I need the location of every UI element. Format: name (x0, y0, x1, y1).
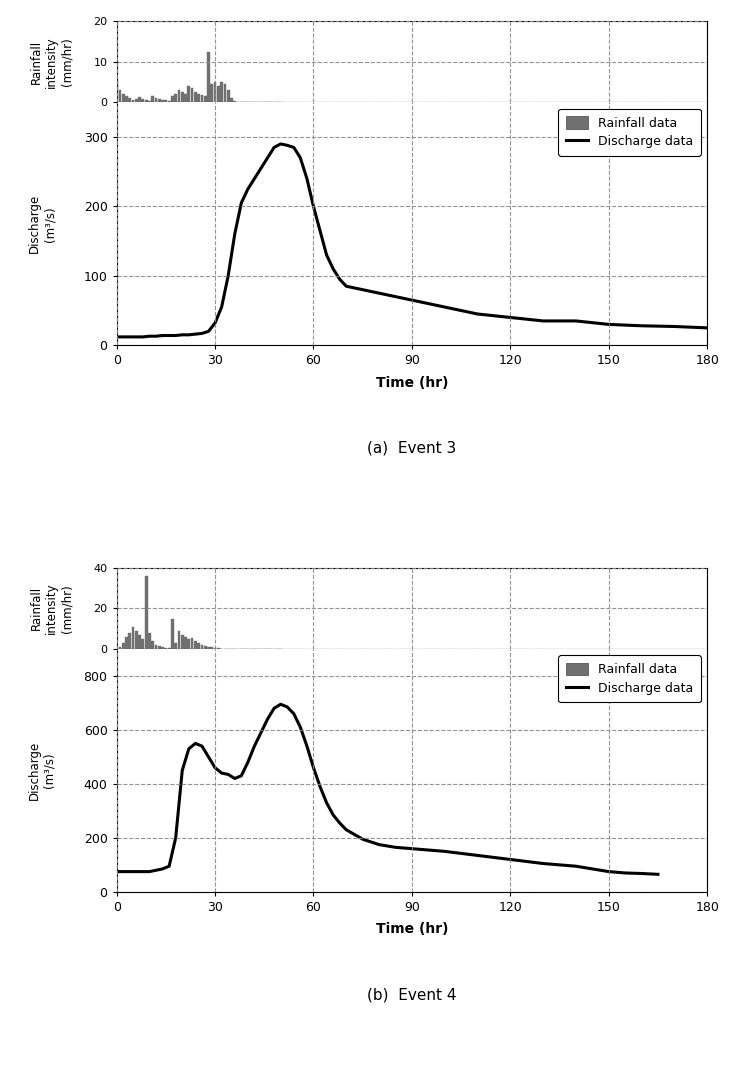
Bar (158, 99, 160, 102)
Text: (a)  Event 3: (a) Event 3 (367, 441, 456, 456)
Bar (132, 626, 134, 649)
Bar (187, 639, 190, 649)
Bar (148, 633, 151, 649)
Bar (191, 88, 193, 102)
Bar (214, 82, 217, 102)
Text: (b)  Event 4: (b) Event 4 (367, 987, 456, 1002)
Bar (200, 645, 203, 649)
Bar (141, 99, 144, 102)
Bar (125, 637, 128, 649)
Legend: Rainfall data, Discharge data: Rainfall data, Discharge data (558, 655, 701, 703)
Bar (152, 96, 154, 102)
Bar (198, 643, 200, 649)
Bar (155, 645, 157, 649)
Bar (125, 96, 128, 102)
Bar (128, 98, 131, 102)
Bar (194, 93, 197, 102)
Bar (220, 82, 223, 102)
Bar (145, 100, 147, 102)
Bar (158, 645, 160, 649)
Bar (161, 646, 164, 649)
Bar (224, 84, 226, 102)
Bar (122, 94, 125, 102)
Y-axis label: Rainfall
intensity
(mm/hr): Rainfall intensity (mm/hr) (31, 583, 74, 635)
Bar (171, 619, 174, 649)
Bar (191, 638, 193, 649)
Bar (181, 635, 184, 649)
Bar (184, 94, 187, 102)
Bar (178, 91, 180, 102)
Bar (132, 100, 134, 102)
X-axis label: Time (hr): Time (hr) (375, 922, 448, 936)
Bar (135, 99, 138, 102)
Bar (139, 635, 141, 649)
Bar (165, 100, 167, 102)
Bar (122, 643, 125, 649)
Bar (207, 52, 210, 102)
Bar (204, 96, 206, 102)
Bar (119, 91, 121, 102)
Bar (139, 97, 141, 102)
Bar (194, 641, 197, 649)
Y-axis label: Rainfall
intensity
(mm/hr): Rainfall intensity (mm/hr) (31, 36, 74, 87)
Bar (178, 630, 180, 649)
Y-axis label: Discharge
(m³/s): Discharge (m³/s) (28, 194, 56, 253)
Bar (141, 639, 144, 649)
Bar (128, 633, 131, 649)
Bar (230, 98, 233, 102)
Bar (181, 93, 184, 102)
Bar (227, 91, 230, 102)
Bar (174, 94, 177, 102)
Bar (152, 641, 154, 649)
Bar (211, 648, 213, 649)
Bar (145, 576, 147, 649)
X-axis label: Time (hr): Time (hr) (375, 376, 448, 390)
Bar (135, 630, 138, 649)
Legend: Rainfall data, Discharge data: Rainfall data, Discharge data (558, 109, 701, 155)
Bar (148, 101, 151, 102)
Bar (119, 646, 121, 649)
Bar (161, 100, 164, 102)
Bar (171, 96, 174, 102)
Bar (187, 86, 190, 102)
Bar (217, 86, 219, 102)
Y-axis label: Discharge
(m³/s): Discharge (m³/s) (28, 741, 56, 800)
Bar (211, 84, 213, 102)
Bar (168, 101, 171, 102)
Bar (207, 646, 210, 649)
Bar (200, 95, 203, 102)
Bar (115, 80, 118, 102)
Bar (204, 645, 206, 649)
Bar (184, 637, 187, 649)
Bar (155, 98, 157, 102)
Bar (174, 643, 177, 649)
Bar (198, 94, 200, 102)
